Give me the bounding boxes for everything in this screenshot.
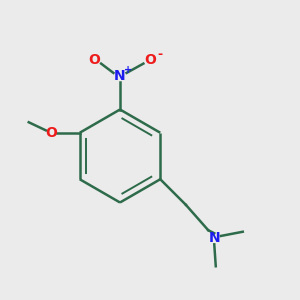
Text: -: - bbox=[157, 48, 162, 61]
Text: O: O bbox=[144, 53, 156, 67]
Text: O: O bbox=[88, 53, 101, 67]
Text: O: O bbox=[45, 126, 57, 140]
Text: +: + bbox=[124, 65, 133, 75]
Text: N: N bbox=[208, 231, 220, 245]
Text: N: N bbox=[114, 70, 126, 83]
